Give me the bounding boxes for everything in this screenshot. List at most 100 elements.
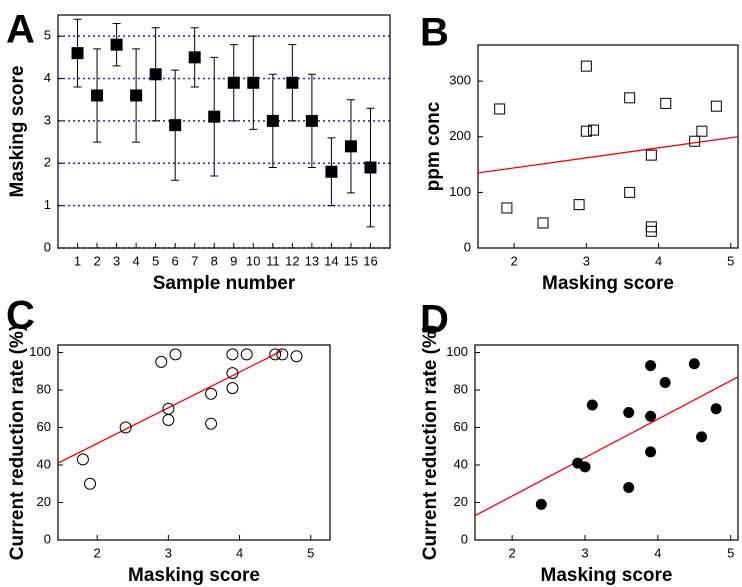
panel-label: D: [420, 298, 449, 342]
data-point: [696, 125, 708, 137]
x-tick-label: 6: [172, 253, 179, 268]
data-point: [579, 461, 591, 473]
y-tick-label: 0: [461, 531, 468, 546]
x-tick-label: 11: [266, 253, 280, 268]
y-tick-label: 4: [44, 70, 51, 85]
panel-label: A: [6, 8, 35, 52]
x-axis-title: Masking score: [542, 273, 674, 294]
y-axis-title: ppm conc: [423, 101, 444, 191]
x-tick-label: 2: [94, 545, 101, 560]
y-tick-label: 20: [37, 494, 51, 509]
x-axis-title: Masking score: [128, 565, 260, 586]
data-point: [149, 68, 162, 81]
data-point: [645, 225, 657, 237]
y-tick-label: 0: [44, 531, 51, 546]
plot-frame: [477, 44, 739, 249]
x-tick-label: 14: [324, 253, 338, 268]
data-point: [364, 161, 377, 174]
data-point: [535, 498, 547, 510]
data-point: [110, 38, 123, 51]
panel-label: B: [420, 11, 449, 55]
y-tick-label: 60: [37, 419, 51, 434]
data-point: [208, 110, 221, 123]
data-point: [205, 417, 218, 430]
x-tick-label: 3: [113, 253, 120, 268]
x-tick-label: 4: [654, 545, 661, 560]
data-point: [130, 89, 143, 102]
data-point: [659, 377, 671, 388]
x-tick-label: 4: [236, 545, 243, 560]
x-tick-label: 2: [93, 253, 100, 268]
x-tick-label: 5: [307, 545, 314, 560]
y-axis-title: Current reduction rate (%): [420, 325, 441, 560]
plot-frame: [57, 344, 331, 541]
data-point: [623, 482, 635, 493]
x-tick-label: 2: [509, 545, 516, 560]
x-tick-label: 8: [211, 253, 218, 268]
data-point: [624, 92, 636, 104]
data-point: [227, 76, 240, 89]
data-point: [169, 348, 182, 361]
data-point: [162, 414, 175, 426]
data-point: [119, 421, 132, 434]
x-tick-label: 9: [230, 253, 237, 268]
data-point: [305, 114, 318, 127]
data-point: [290, 350, 303, 363]
y-tick-label: 20: [454, 494, 468, 509]
x-tick-label: 10: [246, 253, 260, 268]
y-tick-label: 80: [37, 381, 51, 396]
x-tick-label: 13: [305, 253, 319, 268]
x-tick-label: 3: [581, 545, 588, 560]
fit-line: [477, 136, 739, 174]
data-point: [84, 477, 97, 490]
panel-label: C: [6, 294, 35, 338]
x-tick-label: 15: [344, 253, 358, 268]
y-tick-label: 40: [454, 456, 468, 471]
data-point: [660, 97, 672, 109]
data-point: [205, 387, 218, 400]
data-point: [645, 446, 657, 458]
y-tick-label: 80: [454, 381, 468, 396]
x-tick-label: 3: [165, 545, 172, 560]
x-tick-label: 5: [152, 253, 159, 268]
x-tick-label: 5: [727, 545, 734, 560]
x-tick-label: 2: [510, 253, 517, 268]
y-axis-title: Masking score: [7, 66, 28, 198]
data-point: [226, 382, 239, 395]
data-point: [537, 217, 549, 229]
y-tick-label: 3: [44, 112, 51, 127]
data-point: [645, 360, 657, 372]
data-point: [325, 165, 338, 178]
x-axis-title: Sample number: [153, 273, 296, 294]
y-tick-label: 2: [44, 155, 51, 170]
data-point: [91, 89, 104, 102]
data-point: [580, 60, 592, 72]
x-axis-title: Masking score: [541, 565, 673, 586]
y-tick-label: 100: [449, 184, 471, 199]
plot-frame: [474, 344, 739, 541]
x-tick-label: 1: [74, 253, 81, 268]
data-point: [344, 140, 357, 153]
data-point: [710, 403, 722, 415]
fit-line: [474, 376, 739, 517]
data-point: [588, 124, 600, 136]
data-point: [573, 199, 585, 211]
y-tick-label: 100: [446, 344, 468, 359]
data-point: [162, 402, 175, 415]
x-tick-label: 4: [133, 253, 140, 268]
data-point: [276, 348, 289, 361]
fit-line: [57, 350, 283, 464]
data-point: [688, 358, 700, 370]
data-point: [71, 47, 84, 60]
data-point: [286, 76, 299, 89]
y-tick-label: 60: [454, 419, 468, 434]
y-tick-label: 5: [44, 28, 51, 43]
x-tick-label: 3: [583, 253, 590, 268]
x-tick-label: 5: [727, 253, 734, 268]
x-tick-label: 4: [655, 253, 662, 268]
y-tick-label: 40: [37, 456, 51, 471]
x-tick-label: 16: [363, 253, 377, 268]
y-tick-label: 200: [449, 128, 471, 143]
data-point: [580, 125, 592, 137]
